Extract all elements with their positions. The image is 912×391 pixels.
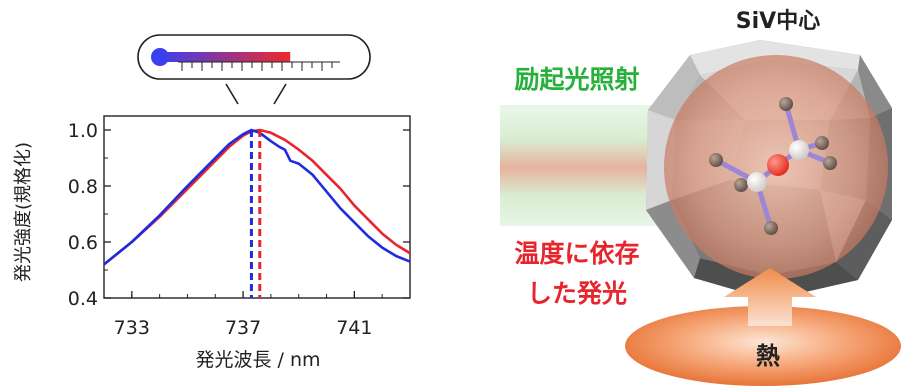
emission-label-bg bbox=[490, 226, 664, 320]
series-group bbox=[104, 128, 410, 266]
y-tick-label: 0.8 bbox=[68, 176, 98, 198]
silicon-atom bbox=[767, 154, 789, 176]
x-tick-label: 737 bbox=[225, 317, 261, 339]
diagram-title: SiV中心 bbox=[736, 9, 820, 34]
carbon-atom bbox=[823, 156, 837, 170]
thermometer-scale bbox=[178, 61, 340, 71]
y-axis-label: 発光強度(規格化) bbox=[13, 142, 34, 282]
emission-label-line1: 温度に依存 bbox=[514, 239, 639, 268]
carbon-atom bbox=[815, 136, 829, 150]
thermometer-level-fill bbox=[160, 52, 291, 62]
x-tick-label: 741 bbox=[336, 317, 372, 339]
callout-line-right bbox=[273, 83, 287, 105]
carbon-atom bbox=[764, 221, 778, 235]
plot-frame bbox=[103, 115, 411, 299]
x-axis-ticks: 733 737 741 bbox=[114, 291, 383, 339]
excitation-label: 励起光照射 bbox=[514, 65, 639, 94]
callout-line-left bbox=[225, 83, 239, 105]
carbon-atom bbox=[709, 153, 723, 167]
heat-label: 熱 bbox=[756, 342, 780, 370]
y-tick-label: 1.0 bbox=[68, 120, 98, 142]
carbon-atom bbox=[779, 97, 793, 111]
emission-label-line2: した発光 bbox=[527, 279, 627, 308]
thermometer bbox=[137, 34, 371, 105]
y-axis-ticks: 0.4 0.6 0.8 1.0 bbox=[68, 120, 410, 310]
siv-diagram: 励起光照射 温度に依存 した発光 熱 bbox=[490, 9, 901, 386]
y-tick-label: 0.6 bbox=[68, 232, 98, 254]
x-tick-label: 733 bbox=[114, 317, 150, 339]
heat-source bbox=[625, 306, 901, 386]
siv-molecule bbox=[709, 97, 837, 235]
y-tick-label: 0.4 bbox=[68, 288, 98, 310]
vacancy-atom bbox=[747, 172, 767, 192]
peak-markers bbox=[249, 130, 262, 298]
x-axis-label: 発光波長 / nm bbox=[195, 349, 320, 371]
spectrum-line-0 bbox=[104, 128, 410, 266]
heat-arrow bbox=[724, 268, 816, 326]
spectrum-line-1 bbox=[104, 128, 410, 266]
spectrum-chart: 0.4 0.6 0.8 1.0 733 737 741 発光波長 / nm 発光強度(規格… bbox=[13, 115, 411, 371]
carbon-atom bbox=[734, 178, 748, 192]
vacancy-atom bbox=[789, 140, 809, 160]
